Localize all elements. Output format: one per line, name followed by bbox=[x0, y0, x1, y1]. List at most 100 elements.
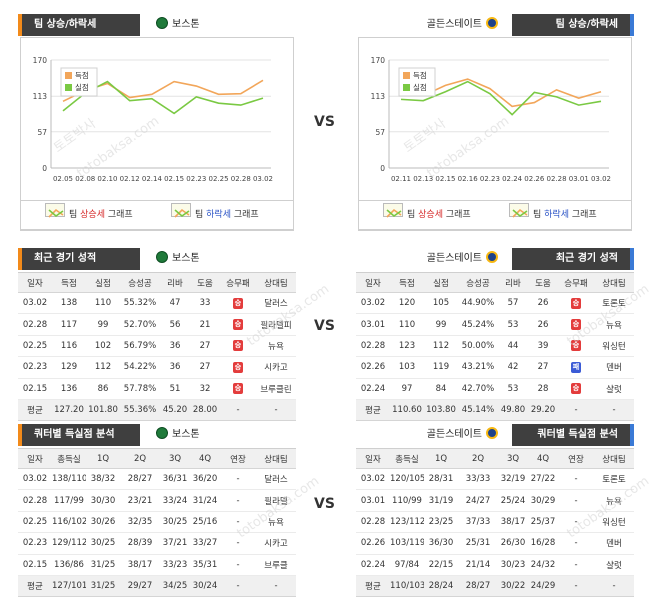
table-cell: 31/19 bbox=[428, 495, 454, 506]
table-cell: 승 bbox=[558, 383, 594, 395]
table-cell: 45.20 bbox=[162, 405, 188, 416]
legend-swatch bbox=[65, 72, 72, 79]
table-cell: 02.25 bbox=[22, 516, 48, 527]
y-tick-label: 170 bbox=[33, 56, 48, 65]
legend-rise: 팀 상승세 그래프 bbox=[45, 201, 133, 229]
table-cell: 덴버 bbox=[606, 539, 622, 550]
table-cell: 4Q bbox=[536, 453, 550, 464]
table-row: 02.28 123/112 23/25 37/33 38/17 25/37 - 워싱턴 bbox=[356, 512, 634, 534]
table-cell: 시카고 bbox=[264, 539, 288, 550]
table-cell: 120/105 bbox=[390, 474, 424, 485]
table-cell: 2Q bbox=[133, 453, 147, 464]
table-cell: 30/25 bbox=[162, 516, 188, 527]
table-cell: 02.24 bbox=[360, 559, 386, 570]
table-cell: 25/31 bbox=[465, 538, 491, 549]
left-team-name: 보스톤 bbox=[172, 19, 200, 30]
table-cell: 23/25 bbox=[428, 516, 454, 527]
table-cell: 38/17 bbox=[500, 516, 526, 527]
table-cell: 승 bbox=[220, 361, 256, 373]
left-quarter-header: 쿼터별 득실점 분석 보스톤 bbox=[18, 424, 296, 446]
table-cell: 31/25 bbox=[90, 559, 116, 570]
table-cell: 25/16 bbox=[192, 516, 218, 527]
vs-label-2: VS bbox=[314, 318, 335, 334]
table-cell: 평균 bbox=[365, 582, 381, 593]
table-cell: 22/15 bbox=[428, 559, 454, 570]
table-cell: 03.01 bbox=[360, 495, 386, 506]
left-team-label: 보스톤 bbox=[152, 14, 200, 36]
table-cell: 3Q bbox=[506, 453, 520, 464]
left-trend-header: 팀 상승/하락세 보스톤 bbox=[18, 14, 296, 36]
table-cell: 달러스 bbox=[264, 475, 288, 486]
table-cell: 리바 bbox=[505, 278, 521, 289]
y-tick-label: 0 bbox=[380, 164, 385, 173]
table-cell: 시카고 bbox=[264, 363, 288, 374]
table-cell: 32/35 bbox=[127, 516, 153, 527]
table-cell: 03.01 bbox=[360, 319, 386, 330]
table-average-row: 평균 127/101 31/25 29/27 34/25 30/24 - - bbox=[18, 575, 296, 597]
table-cell: 패 bbox=[558, 361, 594, 373]
table-cell: 36/20 bbox=[192, 474, 218, 485]
warriors-logo-icon bbox=[486, 251, 498, 263]
result-badge: 승 bbox=[233, 297, 243, 309]
table-cell: 워싱턴 bbox=[602, 517, 626, 528]
table-cell: 55.32% bbox=[123, 298, 157, 309]
table-cell: 102 bbox=[94, 340, 112, 351]
table-cell: 24/27 bbox=[465, 495, 491, 506]
table-cell: 03.02 bbox=[360, 474, 386, 485]
left-recent-header: 최근 경기 성적 보스톤 bbox=[18, 248, 296, 270]
legend-fall-post: 그래프 bbox=[569, 210, 597, 220]
table-cell: 28/39 bbox=[127, 538, 153, 549]
table-cell: 110/103 bbox=[390, 581, 424, 592]
table-cell: - bbox=[274, 405, 278, 416]
table-cell: 일자 bbox=[27, 454, 43, 465]
table-row: 03.02 138 110 55.32% 47 33 승 달러스 bbox=[18, 293, 296, 315]
table-row: 02.25 116 102 56.79% 36 27 승 뉴욕 bbox=[18, 336, 296, 358]
table-cell: 28/27 bbox=[465, 581, 491, 592]
x-tick-label: 02.12 bbox=[120, 175, 140, 183]
table-cell: 26 bbox=[537, 298, 549, 309]
table-cell: 112 bbox=[432, 340, 450, 351]
table-cell: 53 bbox=[507, 383, 519, 394]
table-cell: 136 bbox=[60, 383, 78, 394]
table-cell: 49.80 bbox=[500, 405, 526, 416]
table-cell: 30/30 bbox=[90, 495, 116, 506]
table-cell: 54.22% bbox=[123, 362, 157, 373]
right-recent-title: 최근 경기 성적 bbox=[512, 248, 634, 270]
legend-label: 득점 bbox=[413, 70, 427, 80]
table-cell: 일자 bbox=[365, 278, 381, 289]
table-cell: 03.02 bbox=[22, 474, 48, 485]
table-cell: 127/101 bbox=[52, 581, 86, 592]
table-cell: 110 bbox=[398, 319, 416, 330]
table-cell: - bbox=[574, 405, 578, 416]
warriors-logo-icon bbox=[486, 427, 498, 439]
table-cell: 브루클린 bbox=[260, 384, 292, 395]
table-cell: 토론토 bbox=[602, 299, 626, 310]
right-trend-chart: 170 113 57 0 02.11 02.13 02.15 02.16 02.23 02.24 0… bbox=[358, 37, 632, 231]
table-average-row: 평균 110/103 28/24 28/27 30/22 24/29 - - bbox=[356, 575, 634, 597]
x-tick-label: 02.13 bbox=[413, 175, 433, 183]
table-cell: 상대팀 bbox=[264, 454, 288, 465]
y-tick-label: 0 bbox=[42, 164, 47, 173]
table-cell: 110 bbox=[94, 298, 112, 309]
table-cell: 02.24 bbox=[360, 383, 386, 394]
table-cell: 뉴욕 bbox=[268, 341, 284, 352]
table-cell: 30/24 bbox=[192, 581, 218, 592]
right-trend-title: 팀 상승/하락세 bbox=[512, 14, 634, 36]
table-cell: 3Q bbox=[168, 453, 182, 464]
table-cell: 129 bbox=[60, 362, 78, 373]
right-recent-table: 일자 득점 실점 승성공 리바 도움 승무패 상대팀 03.02 120 105 44.90% 57 26… bbox=[356, 272, 634, 422]
table-cell: 02.15 bbox=[22, 383, 48, 394]
table-cell: 51 bbox=[169, 383, 181, 394]
table-cell: 필라델 bbox=[264, 496, 288, 507]
table-cell: 52.70% bbox=[123, 319, 157, 330]
table-cell: 27 bbox=[199, 362, 211, 373]
right-team-name: 골든스테이트 bbox=[426, 429, 482, 440]
table-cell: 승 bbox=[558, 340, 594, 352]
table-cell: - bbox=[236, 559, 240, 570]
table-cell: 2Q bbox=[471, 453, 485, 464]
table-cell: 30/26 bbox=[90, 516, 116, 527]
table-cell: 승 bbox=[558, 297, 594, 309]
x-tick-label: 03.02 bbox=[253, 175, 273, 183]
table-cell: 44.90% bbox=[461, 298, 495, 309]
table-cell: 38/32 bbox=[90, 474, 116, 485]
